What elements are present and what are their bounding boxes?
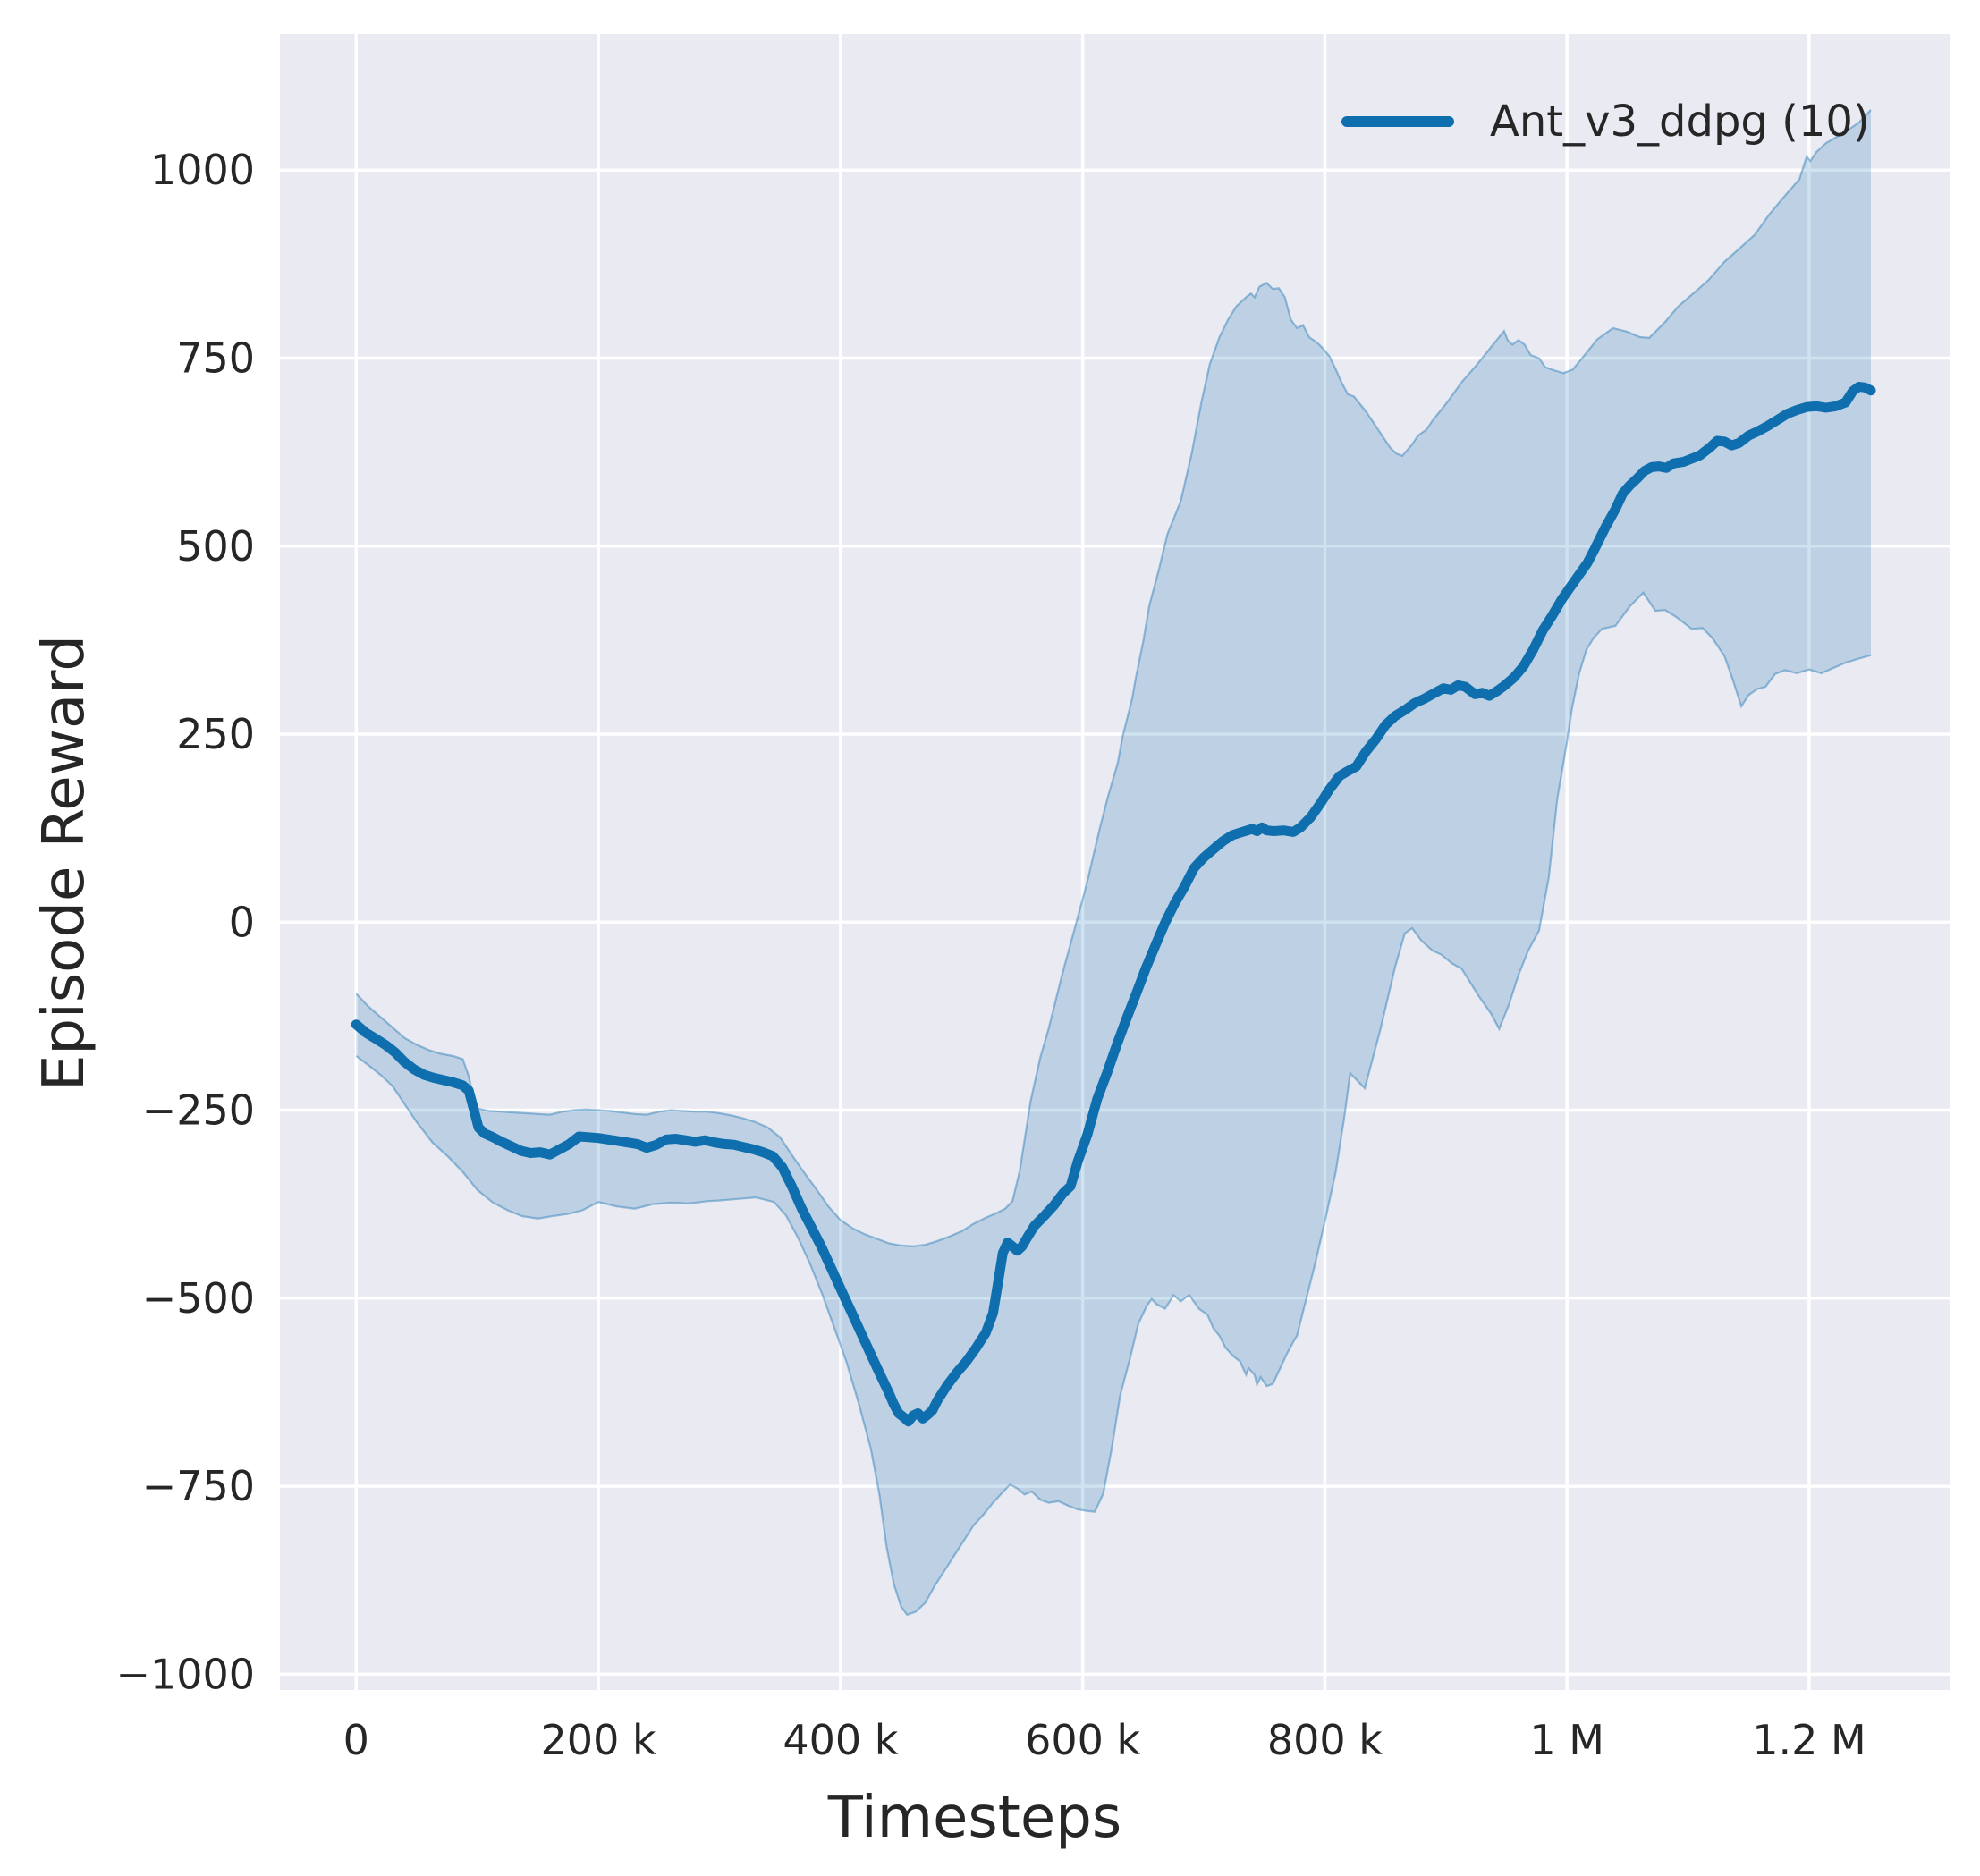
y-tick-label: 0 — [229, 898, 255, 946]
mean-reward-line — [351, 382, 1876, 1427]
y-tick-label: 500 — [176, 522, 255, 570]
y-tick-labels: −1000 −750 −500 −250 0 250 500 750 1000 — [115, 146, 255, 1698]
confidence-band — [356, 109, 1871, 1615]
x-tick-label: 800 k — [1267, 1716, 1383, 1764]
confidence-band-upper-edge — [355, 109, 1872, 1247]
y-tick-label: 250 — [176, 710, 255, 758]
legend-label: Ant_v3_ddpg (10) — [1490, 97, 1870, 147]
y-axis-label: Episode Reward — [31, 634, 97, 1092]
x-tick-label: 0 — [343, 1716, 369, 1764]
y-tick-label: 1000 — [150, 146, 255, 194]
legend-line-swatch — [1341, 116, 1454, 127]
y-tick-label: −500 — [142, 1274, 255, 1322]
y-tick-label: −1000 — [115, 1650, 255, 1698]
x-tick-label: 200 k — [541, 1716, 656, 1764]
plot-area — [280, 34, 1950, 1690]
y-tick-label: −250 — [142, 1086, 255, 1135]
x-tick-label: 400 k — [783, 1716, 898, 1764]
x-axis-label: Timesteps — [827, 1785, 1122, 1851]
gridlines — [280, 34, 1950, 1690]
x-tick-label: 600 k — [1025, 1716, 1140, 1764]
y-tick-label: −750 — [142, 1462, 255, 1510]
y-tick-label: 750 — [176, 334, 255, 382]
confidence-band-lower-edge — [355, 591, 1872, 1617]
x-tick-label: 1 M — [1529, 1716, 1604, 1764]
x-tick-labels: 0 200 k 400 k 600 k 800 k 1 M 1.2 M — [343, 1716, 1866, 1764]
legend: Ant_v3_ddpg (10) — [1341, 97, 1870, 147]
x-tick-label: 1.2 M — [1752, 1716, 1866, 1764]
